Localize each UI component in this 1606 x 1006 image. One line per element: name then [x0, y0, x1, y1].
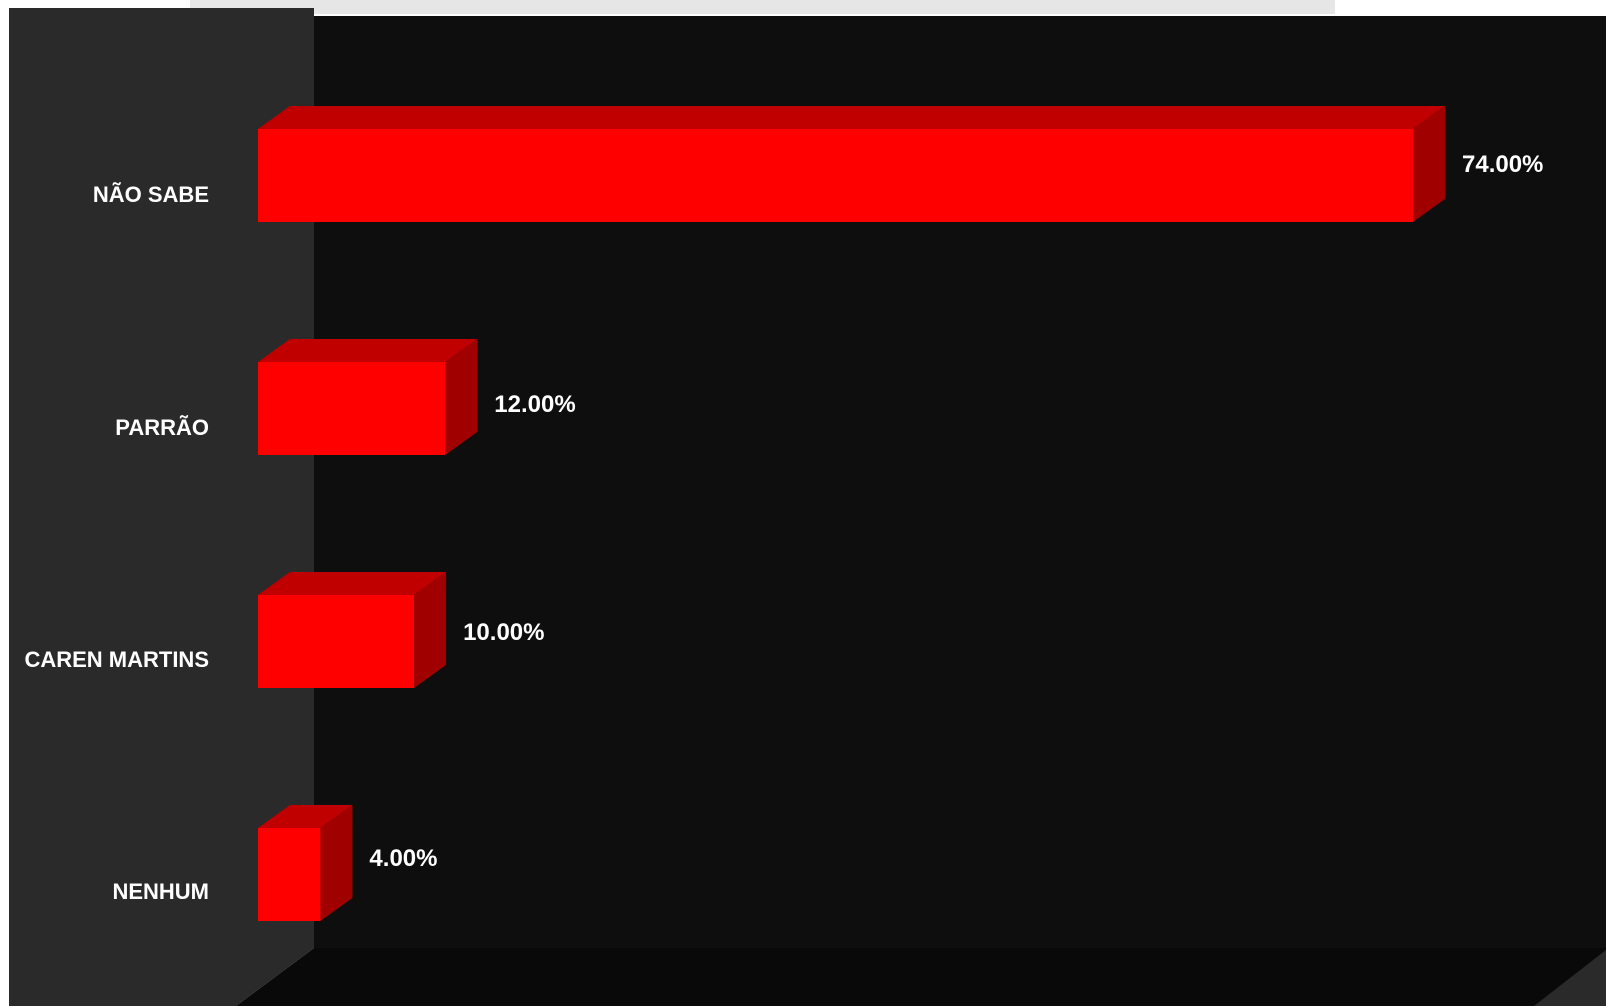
value-label: 74.00% — [1462, 151, 1543, 178]
category-label: NENHUM — [112, 879, 209, 904]
bar — [258, 339, 477, 455]
bar — [258, 572, 446, 688]
bar-top-face — [258, 572, 446, 595]
bar-top-face — [258, 106, 1445, 129]
chart-floor — [236, 948, 1606, 1006]
bar-top-face — [258, 339, 477, 362]
bar-front-face — [258, 129, 1413, 222]
category-label: NÃO SABE — [93, 182, 209, 207]
bar-front-face — [258, 362, 445, 455]
value-label: 12.00% — [494, 391, 575, 418]
value-label: 10.00% — [463, 619, 544, 646]
top-light-band — [190, 0, 1335, 14]
category-label: CAREN MARTINS — [24, 647, 209, 672]
value-label: 4.00% — [369, 845, 437, 872]
category-label: PARRÃO — [115, 415, 209, 440]
bar-front-face — [258, 828, 320, 921]
bar — [258, 106, 1445, 222]
bar-front-face — [258, 595, 414, 688]
bar — [258, 805, 352, 921]
